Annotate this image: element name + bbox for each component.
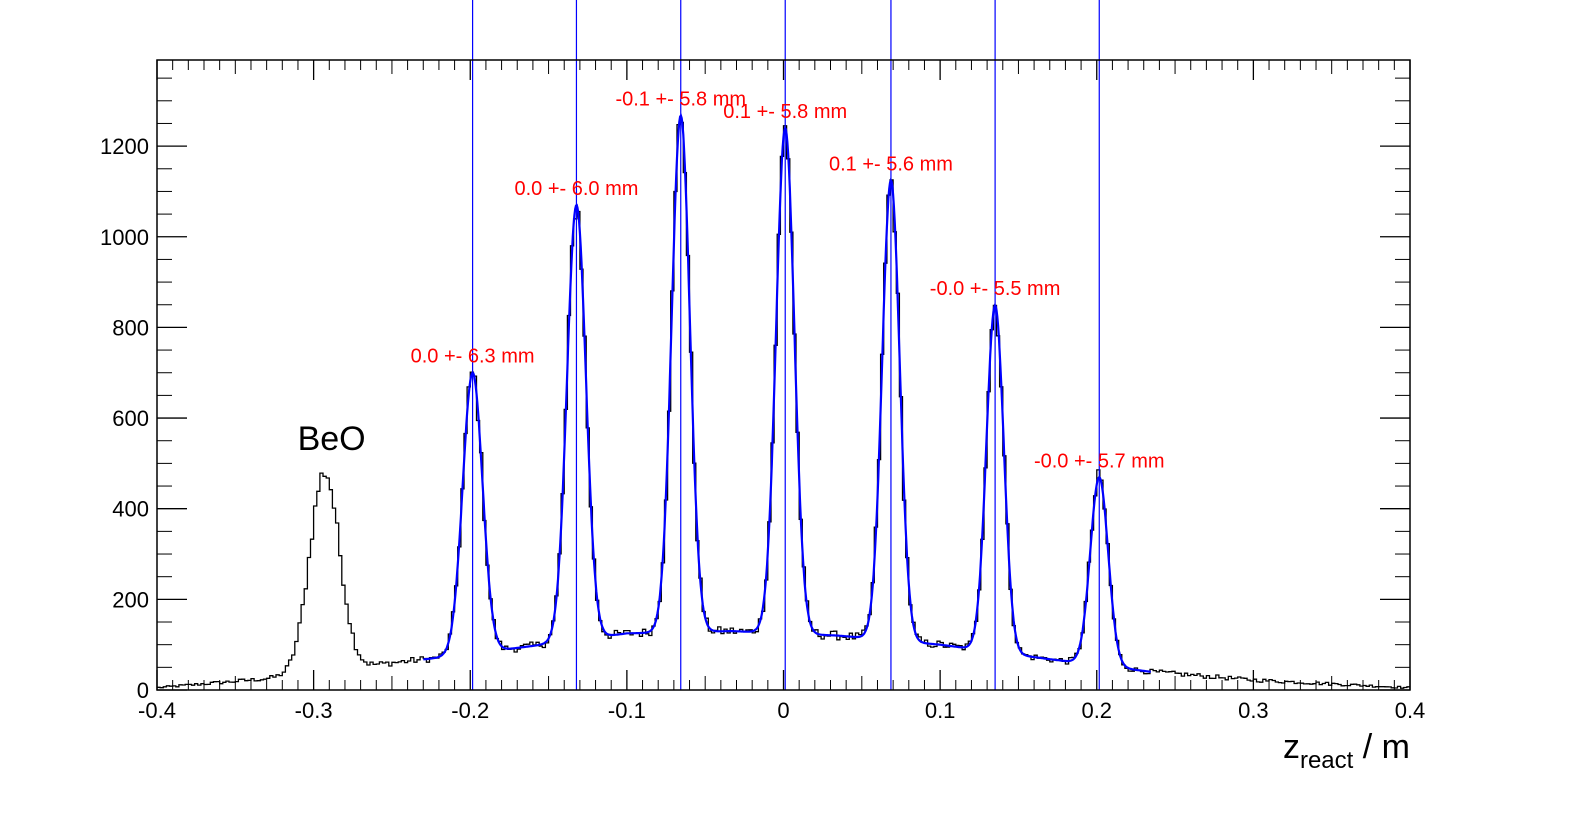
x-tick-label: 0 (777, 698, 789, 723)
x-axis-label-unit: / m (1353, 728, 1410, 766)
fit-curve-series (423, 113, 1151, 673)
x-tick-label: 0.3 (1238, 698, 1269, 723)
x-axis-label: zreact / m (1283, 728, 1410, 774)
histogram-line (157, 121, 1410, 689)
peak-label-1: 0.0 +- 6.3 mm (411, 346, 535, 368)
x-tick-label: 0.4 (1395, 698, 1426, 723)
y-tick-label: 1200 (100, 134, 149, 159)
peak-label-2: 0.0 +- 6.0 mm (514, 178, 638, 200)
peak-marker-lines (471, 0, 1100, 690)
y-tick-label: 0 (137, 678, 149, 703)
histogram-series (157, 121, 1410, 689)
x-axis-label-main: z (1283, 728, 1300, 766)
y-tick-label: 600 (112, 406, 149, 431)
y-tick-label: 1000 (100, 225, 149, 250)
y-tick-label: 400 (112, 497, 149, 522)
y-axis-ticks: 0 200 400 600 800 1000 1200 (100, 77, 1410, 703)
peak-label-3: -0.1 +- 5.8 mm (615, 88, 746, 110)
peak-label-7: -0.0 +- 5.7 mm (1034, 450, 1165, 472)
x-axis-ticks: -0.4 -0.3 -0.2 -0.1 0 0.1 0.2 0.3 0.4 (138, 60, 1425, 723)
x-tick-label: -0.2 (451, 698, 489, 723)
peak-label-5: 0.1 +- 5.6 mm (829, 153, 953, 175)
x-tick-label: -0.4 (138, 698, 176, 723)
y-tick-label: 800 (112, 315, 149, 340)
x-tick-label: -0.1 (608, 698, 646, 723)
x-tick-label: -0.3 (295, 698, 333, 723)
fit-curve (423, 113, 1151, 673)
peak-label-6: -0.0 +- 5.5 mm (930, 278, 1061, 300)
y-tick-label: 200 (112, 587, 149, 612)
x-tick-label: 0.1 (925, 698, 956, 723)
peak-label-4: 0.1 +- 5.8 mm (723, 101, 847, 123)
beo-label: BeO (298, 420, 366, 458)
x-axis-label-subscript: react (1300, 747, 1354, 774)
x-tick-label: 0.2 (1081, 698, 1112, 723)
peak-labels: 0.0 +- 6.3 mm 0.0 +- 6.0 mm -0.1 +- 5.8 mm… (411, 88, 1165, 472)
